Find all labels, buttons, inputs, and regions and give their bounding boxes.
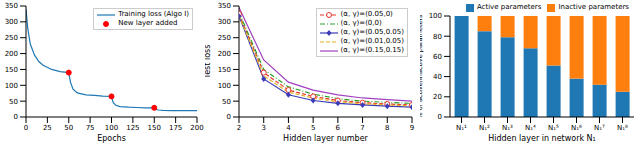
- svg-text:200: 200: [218, 50, 231, 58]
- svg-text:7: 7: [360, 124, 364, 132]
- svg-text:300: 300: [8, 18, 18, 26]
- svg-text:350: 350: [8, 2, 18, 10]
- svg-text:50: 50: [9, 98, 18, 106]
- svg-text:0: 0: [14, 113, 18, 121]
- svg-text:Epochs: Epochs: [97, 134, 126, 143]
- html-text:(α, γ)=(0,0): (α, γ)=(0,0): [340, 19, 382, 27]
- html-text:Inactive parameters: Inactive parameters: [558, 3, 629, 11]
- svg-text:2: 2: [237, 124, 241, 132]
- svg-text:N₁⁵: N₁⁵: [548, 124, 559, 132]
- html-text:(α, γ)=(0.05,0): (α, γ)=(0.05,0): [340, 10, 393, 18]
- svg-text:Hidden layer number: Hidden layer number: [283, 134, 368, 143]
- svg-text:75: 75: [86, 124, 95, 132]
- svg-text:6: 6: [336, 124, 341, 132]
- svg-text:4: 4: [286, 124, 291, 132]
- svg-text:100: 100: [429, 12, 442, 20]
- html-text:(α, γ)=(0.15,0.15): (α, γ)=(0.15,0.15): [340, 46, 404, 54]
- svg-text:80: 80: [433, 33, 442, 41]
- svg-text:3: 3: [261, 124, 265, 132]
- svg-text:125: 125: [126, 124, 139, 132]
- svg-text:N₁³: N₁³: [502, 124, 513, 132]
- svg-text:Hidden layer in network N₁: Hidden layer in network N₁: [488, 134, 596, 143]
- svg-text:250: 250: [8, 34, 18, 42]
- svg-text:200: 200: [8, 50, 18, 58]
- svg-text:0: 0: [24, 124, 28, 132]
- html-text:(α, γ)=(0.01,0.05): (α, γ)=(0.01,0.05): [340, 37, 404, 45]
- svg-text:9: 9: [410, 124, 414, 132]
- svg-text:350: 350: [218, 2, 231, 10]
- svg-text:175: 175: [169, 124, 182, 132]
- svg-text:25: 25: [43, 124, 52, 132]
- svg-text:N₁²: N₁²: [479, 124, 490, 132]
- svg-text:150: 150: [218, 66, 231, 74]
- svg-text:100: 100: [218, 82, 231, 90]
- svg-text:300: 300: [218, 18, 231, 26]
- svg-text:% of active/inactive parameter: % of active/inactive parameters: [420, 14, 424, 119]
- html-text:Active parameters: Active parameters: [476, 3, 542, 11]
- svg-text:100: 100: [105, 124, 118, 132]
- svg-text:150: 150: [8, 66, 18, 74]
- html-text:New layer added: New layer added: [118, 19, 178, 27]
- svg-text:5: 5: [311, 124, 315, 132]
- svg-text:Test loss: Test loss: [205, 45, 212, 80]
- html-text:(α, γ)=(0.05,0.05): (α, γ)=(0.05,0.05): [340, 28, 404, 36]
- svg-text:0: 0: [227, 113, 231, 121]
- svg-text:20: 20: [433, 93, 442, 101]
- html-text:Training loss (Algo I): Training loss (Algo I): [118, 10, 189, 18]
- svg-text:N₁⁷: N₁⁷: [594, 124, 605, 132]
- svg-text:N₁⁴: N₁⁴: [525, 124, 536, 132]
- svg-text:8: 8: [385, 124, 389, 132]
- svg-text:60: 60: [433, 53, 442, 61]
- svg-text:N₁⁶: N₁⁶: [571, 124, 582, 132]
- svg-text:250: 250: [218, 34, 231, 42]
- svg-text:50: 50: [64, 124, 73, 132]
- svg-text:200: 200: [190, 124, 203, 132]
- svg-text:100: 100: [8, 82, 18, 90]
- svg-text:50: 50: [222, 98, 231, 106]
- svg-text:40: 40: [433, 73, 442, 81]
- svg-text:N₁⁸: N₁⁸: [617, 124, 628, 132]
- svg-text:150: 150: [148, 124, 161, 132]
- svg-text:0: 0: [438, 113, 442, 121]
- svg-text:N₁¹: N₁¹: [456, 124, 467, 132]
